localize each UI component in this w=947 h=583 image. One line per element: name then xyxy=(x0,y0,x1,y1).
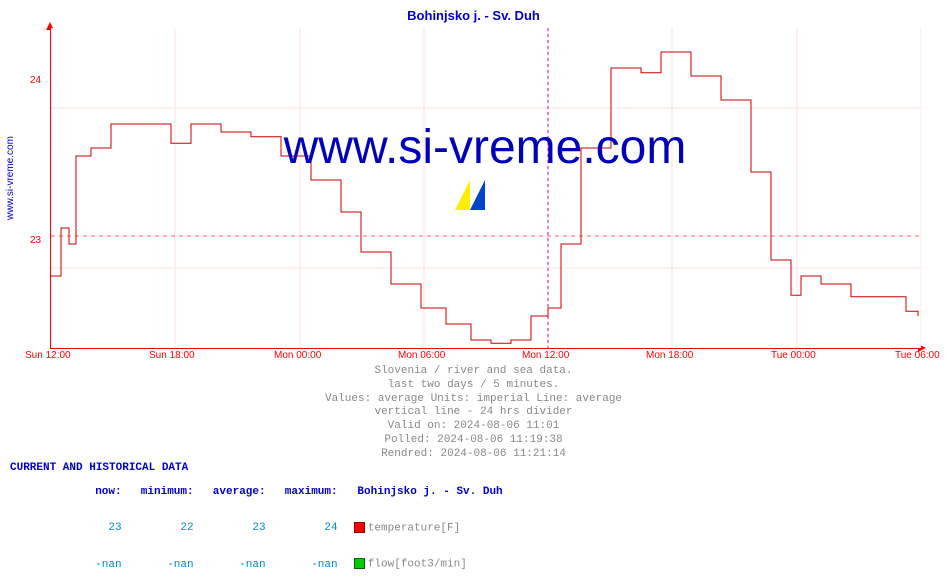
chart-svg xyxy=(51,28,921,348)
table-row: -nan-nan-nan-nan flow[foot3/min] xyxy=(10,546,503,582)
y-tick-23: 23 xyxy=(30,235,41,246)
cell: 22 xyxy=(122,522,194,534)
y-tick-24: 24 xyxy=(30,75,41,86)
col-head: minimum: xyxy=(122,486,194,498)
chart-title: Bohinjsko j. - Sv. Duh xyxy=(0,8,947,23)
cell: 23 xyxy=(194,522,266,534)
table-row: 23222324 temperature[F] xyxy=(10,510,503,546)
cell: -nan xyxy=(122,559,194,571)
x-tick-label: Mon 00:00 xyxy=(274,350,321,361)
chart-plot-area xyxy=(50,28,921,349)
x-tick-label: Mon 06:00 xyxy=(398,350,445,361)
col-head: average: xyxy=(194,486,266,498)
legend-swatch-red xyxy=(354,522,365,533)
cell: -nan xyxy=(50,559,122,571)
caption-block: Slovenia / river and sea data. last two … xyxy=(0,365,947,461)
caption-line: last two days / 5 minutes. xyxy=(0,379,947,393)
table-title: CURRENT AND HISTORICAL DATA xyxy=(10,462,503,474)
watermark-icon xyxy=(455,180,485,210)
metric-label: temperature[F] xyxy=(368,522,460,534)
cell: -nan xyxy=(194,559,266,571)
x-tick-label: Mon 12:00 xyxy=(522,350,569,361)
x-tick-label: Tue 00:00 xyxy=(771,350,816,361)
caption-line: Slovenia / river and sea data. xyxy=(0,365,947,379)
x-tick-label: Mon 18:00 xyxy=(646,350,693,361)
caption-line: vertical line - 24 hrs divider xyxy=(0,406,947,420)
caption-line: Values: average Units: imperial Line: av… xyxy=(0,393,947,407)
cell: 23 xyxy=(50,522,122,534)
page: www.si-vreme.com Bohinjsko j. - Sv. Duh … xyxy=(0,0,947,522)
series-name: Bohinjsko j. - Sv. Duh xyxy=(357,486,502,498)
legend-swatch-green xyxy=(354,558,365,569)
x-tick-label: Sun 12:00 xyxy=(25,350,71,361)
x-tick-label: Tue 06:00 xyxy=(895,350,940,361)
caption-line: Rendred: 2024-08-06 11:21:14 xyxy=(0,448,947,462)
cell: 24 xyxy=(266,522,338,534)
side-url-label: www.si-vreme.com xyxy=(5,136,16,220)
metric-label: flow[foot3/min] xyxy=(368,559,467,571)
col-head: maximum: xyxy=(266,486,338,498)
caption-line: Polled: 2024-08-06 11:19:38 xyxy=(0,434,947,448)
caption-line: Valid on: 2024-08-06 11:01 xyxy=(0,420,947,434)
data-table: CURRENT AND HISTORICAL DATA now:minimum:… xyxy=(10,462,503,583)
x-tick-label: Sun 18:00 xyxy=(149,350,195,361)
col-head: now: xyxy=(50,486,122,498)
watermark-text: www.si-vreme.com xyxy=(50,120,920,175)
cell: -nan xyxy=(266,559,338,571)
table-col-headers: now:minimum:average:maximum: Bohinjsko j… xyxy=(10,474,503,510)
